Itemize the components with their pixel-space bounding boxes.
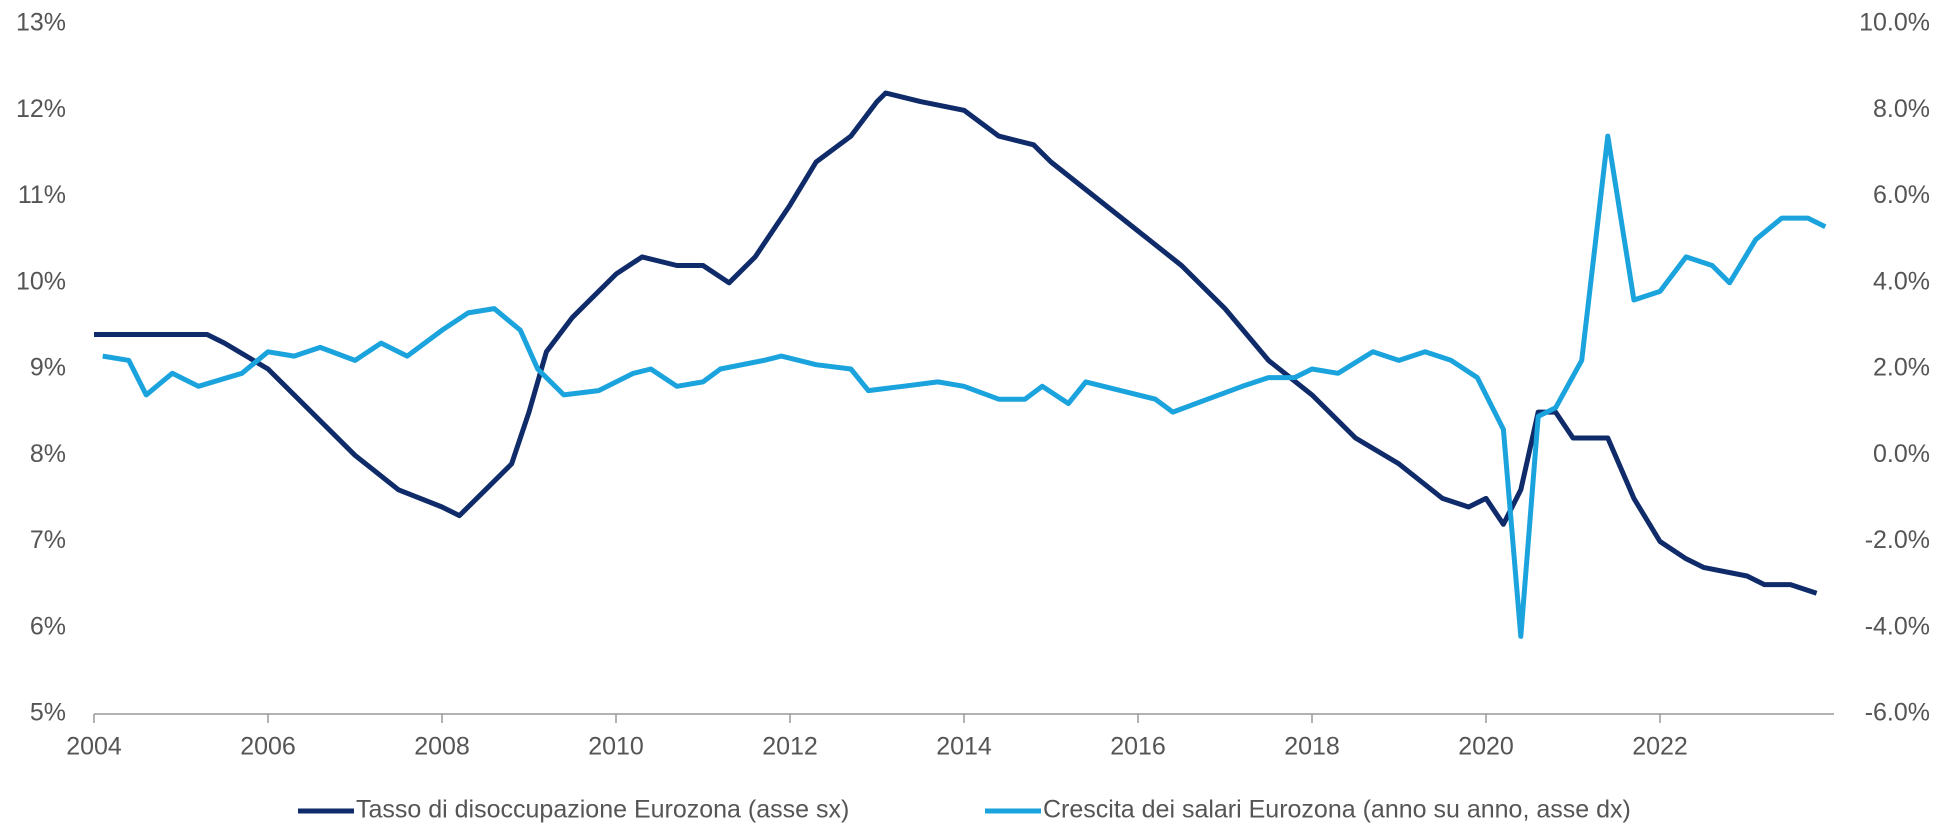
x-tick-label: 2008 [414, 733, 470, 761]
x-tick-label: 2014 [936, 733, 992, 761]
y-tick-label: 6% [30, 612, 66, 640]
y2-tick-label: 0.0% [1873, 440, 1930, 468]
y2-tick-label: 6.0% [1873, 181, 1930, 209]
y-tick-label: 11% [18, 181, 66, 209]
y-tick-label: 7% [30, 526, 66, 554]
y-tick-label: 12% [16, 95, 66, 123]
y-tick-label: 9% [30, 354, 66, 382]
y2-tick-label: 4.0% [1873, 267, 1930, 295]
y2-tick-label: 8.0% [1873, 95, 1930, 123]
x-tick-label: 2012 [762, 733, 818, 761]
y2-tick-label: -4.0% [1865, 612, 1930, 640]
x-tick-label: 2020 [1458, 733, 1514, 761]
series-line [94, 90, 1818, 596]
x-tick-label: 2016 [1110, 733, 1166, 761]
x-tick-label: 2010 [588, 733, 644, 761]
y-tick-label: 5% [30, 699, 66, 727]
series-line [102, 133, 1827, 639]
y2-tick-label: -6.0% [1865, 699, 1930, 727]
x-tick-label: 2006 [240, 733, 296, 761]
y2-tick-label: -2.0% [1865, 526, 1930, 554]
y-tick-label: 8% [30, 440, 66, 468]
y2-tick-label: 2.0% [1873, 354, 1930, 382]
legend-label: Tasso di disoccupazione Eurozona (asse s… [356, 796, 849, 824]
x-tick-label: 2022 [1632, 733, 1688, 761]
y2-tick-label: 10.0% [1859, 9, 1930, 37]
x-tick-label: 2018 [1284, 733, 1340, 761]
legend-label: Crescita dei salari Eurozona (anno su an… [1043, 796, 1631, 824]
y-tick-label: 10% [16, 267, 66, 295]
x-tick-label: 2004 [66, 733, 122, 761]
y-tick-label: 13% [16, 9, 66, 37]
